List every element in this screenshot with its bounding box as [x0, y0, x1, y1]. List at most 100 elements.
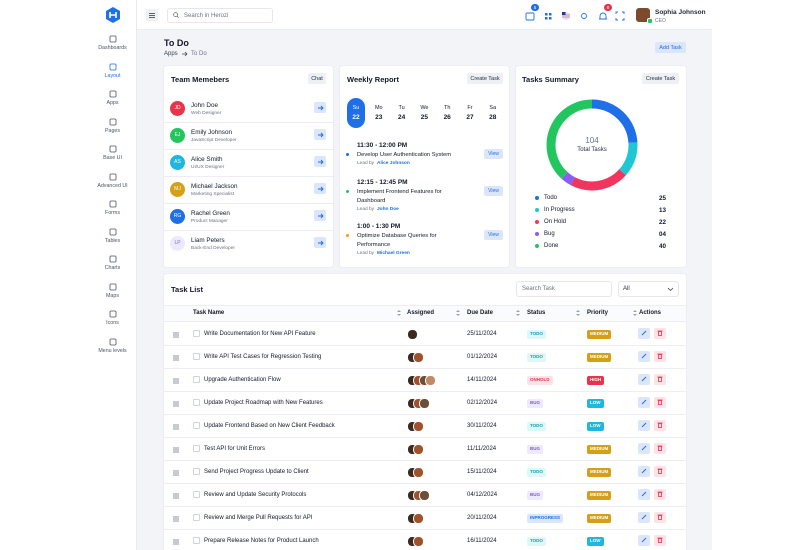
arrow-icon — [318, 105, 324, 111]
day-name: Sa — [489, 105, 497, 111]
legend-dot — [535, 220, 539, 224]
donut-segment — [546, 99, 638, 191]
task-name: Write API Test Cases for Regression Test… — [204, 354, 322, 360]
edit-icon — [641, 376, 647, 382]
sidebar-item[interactable]: Pages — [104, 127, 121, 134]
sidebar-icon — [109, 338, 117, 345]
status-badge: TODO — [527, 330, 546, 339]
delete-button[interactable] — [654, 466, 666, 477]
sort-icon — [633, 310, 637, 316]
event-bullet — [346, 190, 349, 193]
column-header: Priority — [587, 310, 609, 316]
day-date: 22 — [352, 114, 360, 121]
delete-button[interactable] — [654, 374, 666, 385]
member-avatar: LP — [170, 236, 185, 251]
sidebar-item[interactable]: Menu levels — [98, 347, 127, 354]
priority-badge: HIGH — [587, 376, 605, 385]
view-button[interactable]: View — [484, 230, 503, 240]
sidebar-item[interactable]: Maps — [106, 292, 119, 299]
member-action[interactable] — [314, 156, 326, 167]
create-task-button[interactable]: Create Task — [642, 73, 679, 84]
column-header: Actions — [639, 310, 662, 316]
column-header: Task Name — [193, 310, 225, 316]
checkbox[interactable] — [193, 330, 200, 337]
priority-badge: MEDIUM — [587, 330, 612, 339]
member-action[interactable] — [314, 237, 326, 248]
checkbox[interactable] — [193, 399, 200, 406]
sidebar-item[interactable]: Layout — [104, 72, 121, 79]
member-name: Alice Smith — [191, 156, 223, 163]
filter-select[interactable] — [618, 281, 679, 297]
checkbox[interactable] — [193, 422, 200, 429]
menu-toggle[interactable] — [146, 9, 158, 21]
member-role: Product Manager — [191, 219, 228, 224]
delete-button[interactable] — [654, 535, 666, 546]
checkbox[interactable] — [193, 491, 200, 498]
due-date: 25/11/2024 — [467, 331, 497, 337]
sidebar-item[interactable]: Icons — [106, 320, 119, 326]
checkbox[interactable] — [193, 468, 200, 475]
column-header: Due Date — [467, 310, 494, 316]
sidebar-item[interactable]: Apps — [106, 100, 119, 106]
day-name: Mo — [374, 105, 383, 111]
due-date: 02/12/2024 — [467, 400, 498, 406]
view-button[interactable]: View — [484, 186, 503, 196]
event-title: Implement Frontend Features for Dashboar… — [357, 189, 442, 204]
delete-button[interactable] — [654, 489, 666, 500]
row-divider — [164, 391, 686, 392]
sidebar-item[interactable]: Dashboards — [98, 45, 127, 51]
member-action[interactable] — [314, 102, 326, 113]
breadcrumb[interactable]: Apps — [164, 51, 178, 57]
sidebar-item[interactable]: Tables — [104, 237, 121, 244]
assignee-avatar — [413, 352, 424, 363]
status-badge: TODO — [527, 422, 546, 431]
delete-icon — [657, 353, 663, 359]
sidebar-item[interactable]: Base UI — [103, 155, 122, 161]
member-name: Michael Jackson — [191, 183, 238, 190]
delete-button[interactable] — [654, 397, 666, 408]
arrow-icon — [318, 213, 324, 219]
filter-value: All — [623, 286, 630, 292]
member-action[interactable] — [314, 129, 326, 140]
sort-icon — [576, 310, 580, 316]
legend-value: 13 — [658, 207, 666, 214]
edit-icon — [641, 422, 647, 428]
divider — [164, 149, 333, 150]
delete-button[interactable] — [654, 328, 666, 339]
search-box[interactable] — [167, 8, 273, 23]
chat-button[interactable]: Chat — [308, 73, 326, 84]
event-time: 11:30 - 12:00 PM — [357, 142, 408, 149]
checkbox[interactable] — [193, 514, 200, 521]
due-date: 04/12/2024 — [467, 492, 498, 498]
member-name: John Doe — [191, 102, 218, 109]
user-avatar[interactable] — [636, 8, 650, 22]
total-label: Total Tasks — [577, 147, 607, 153]
header — [137, 0, 712, 30]
delete-button[interactable] — [654, 351, 666, 362]
delete-button[interactable] — [654, 420, 666, 431]
member-action[interactable] — [314, 183, 326, 194]
add-task-button[interactable]: Add Task — [655, 42, 686, 53]
due-date: 20/11/2024 — [467, 515, 497, 521]
day-name: Th — [443, 105, 451, 111]
delete-button[interactable] — [654, 443, 666, 454]
create-task-button[interactable]: Create Task — [467, 73, 503, 84]
sidebar — [88, 0, 137, 550]
member-name: Emily Johnson — [191, 129, 232, 136]
checkbox[interactable] — [193, 353, 200, 360]
view-button[interactable]: View — [484, 149, 503, 159]
delete-button[interactable] — [654, 512, 666, 523]
status-badge: TODO — [527, 537, 546, 546]
sidebar-item[interactable]: Charts — [104, 265, 121, 271]
sidebar-item[interactable]: Advanced UI — [97, 182, 128, 189]
weekly-card — [340, 66, 509, 267]
member-action[interactable] — [314, 210, 326, 221]
checkbox[interactable] — [193, 445, 200, 452]
sidebar-item[interactable]: Forms — [104, 210, 120, 216]
task-search[interactable] — [516, 281, 612, 297]
checkbox[interactable] — [193, 537, 200, 544]
divider — [164, 122, 333, 123]
checkbox[interactable] — [193, 376, 200, 383]
logo — [106, 7, 120, 23]
